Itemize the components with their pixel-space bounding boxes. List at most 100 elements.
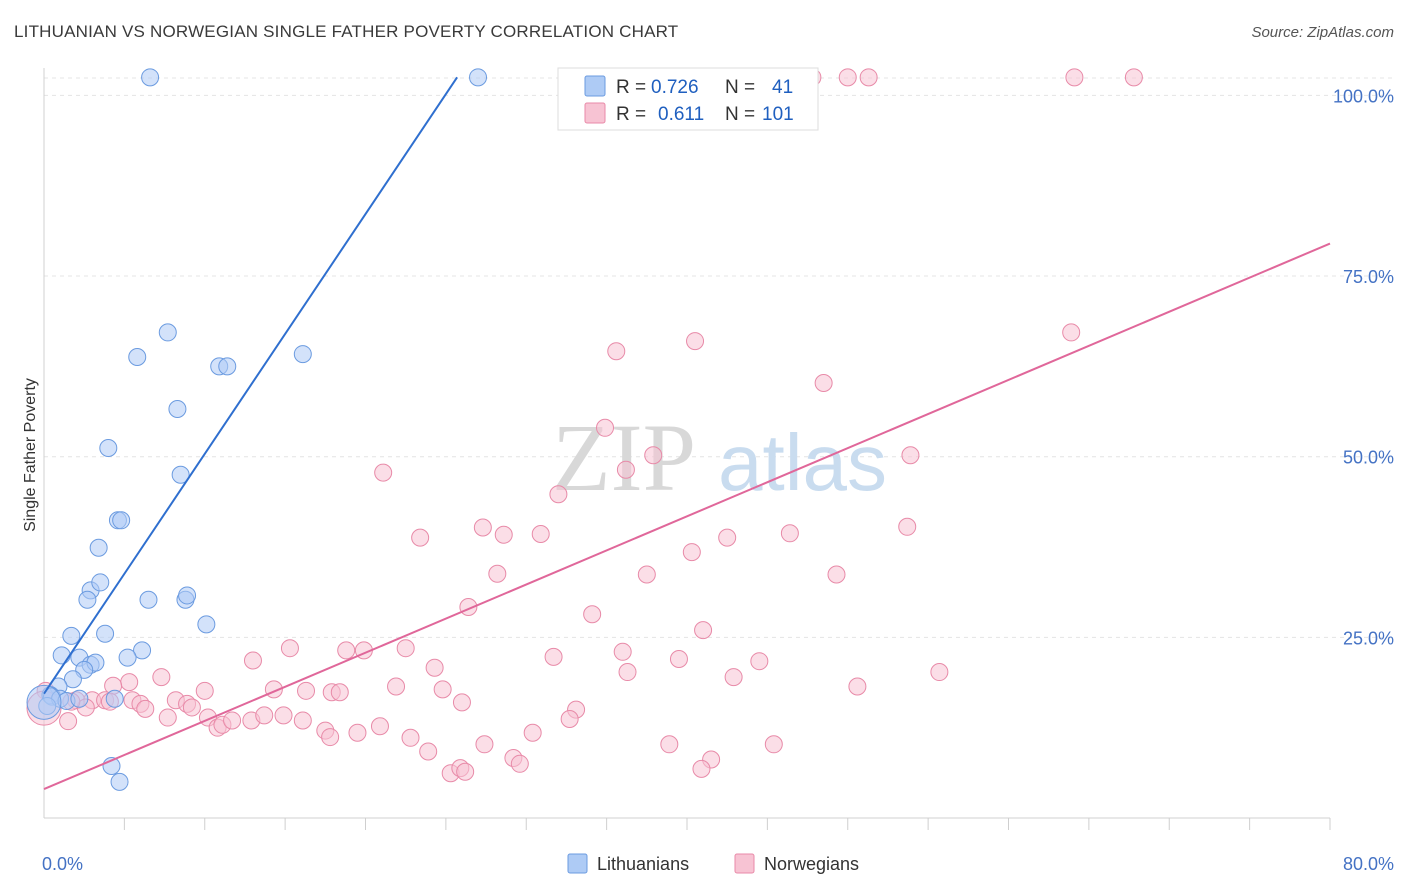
data-point-norwegians [692, 759, 711, 778]
data-point-norwegians [488, 564, 507, 583]
data-point-lithuanians [158, 323, 177, 342]
data-point-norwegians [456, 762, 475, 781]
data-point-norwegians [637, 565, 656, 584]
data-point-lithuanians [52, 646, 71, 665]
data-point-norwegians [780, 524, 799, 543]
data-point-lithuanians [91, 573, 110, 592]
data-point-norwegians [337, 641, 356, 660]
data-point-norwegians [152, 668, 171, 687]
data-point-norwegians [686, 332, 705, 351]
data-point-norwegians [560, 710, 579, 729]
data-point-norwegians [549, 485, 568, 504]
legend-swatch-norwegians [584, 102, 606, 124]
data-point-norwegians [682, 543, 701, 562]
data-point-norwegians [59, 712, 78, 731]
data-point-lithuanians [99, 439, 118, 458]
data-point-norwegians [1062, 323, 1081, 342]
data-point-norwegians [544, 647, 563, 666]
data-point-norwegians [616, 460, 635, 479]
data-point-lithuanians [293, 345, 312, 364]
data-point-norwegians [930, 663, 949, 682]
data-point-norwegians [136, 699, 155, 718]
y-tick-label: 100.0% [1333, 86, 1394, 106]
series-legend-label-lithuanians[interactable]: Lithuanians [597, 854, 689, 874]
data-point-norwegians [374, 463, 393, 482]
data-point-lithuanians [70, 689, 89, 708]
data-point-norwegians [660, 735, 679, 754]
data-point-norwegians [510, 754, 529, 773]
data-point-lithuanians [118, 648, 137, 667]
data-point-norwegians [243, 651, 262, 670]
data-point-lithuanians [112, 511, 131, 530]
data-point-norwegians [425, 658, 444, 677]
data-point-norwegians [859, 68, 878, 87]
legend-r-value-norwegians: 0.611 [658, 104, 704, 125]
data-point-lithuanians [96, 624, 115, 643]
data-point-norwegians [255, 706, 274, 725]
data-point-lithuanians [133, 641, 152, 660]
legend-r-value-lithuanians: 0.726 [651, 77, 699, 98]
stats-legend: R = 0.726 N = 41 R = 0.611 N = 101 [557, 67, 819, 131]
y-tick-label: 75.0% [1343, 267, 1394, 287]
data-point-norwegians [848, 677, 867, 696]
data-point-norwegians [158, 708, 177, 727]
data-point-lithuanians [469, 68, 488, 87]
data-point-norwegians [814, 373, 833, 392]
data-point-lithuanians [218, 357, 237, 376]
data-point-norwegians [452, 693, 471, 712]
data-point-norwegians [401, 728, 420, 747]
data-point-lithuanians [78, 590, 97, 609]
data-point-norwegians [321, 728, 340, 747]
data-point-norwegians [613, 642, 632, 661]
source-label: Source: ZipAtlas.com [1251, 24, 1394, 41]
series-legend-swatch-lithuanians[interactable] [567, 853, 588, 874]
series-legend: Lithuanians Norwegians [567, 853, 859, 874]
data-point-norwegians [473, 518, 492, 537]
legend-n-label-2: N = [725, 104, 755, 125]
series-legend-swatch-norwegians[interactable] [734, 853, 755, 874]
trend-line-norwegians [43, 242, 1331, 791]
data-point-norwegians [523, 723, 542, 742]
data-point-norwegians [433, 680, 452, 699]
data-point-norwegians [370, 717, 389, 736]
data-point-norwegians [120, 673, 139, 692]
svg-text:ZIP: ZIP [552, 404, 696, 511]
y-axis-label: Single Father Poverty [22, 378, 39, 532]
data-point-norwegians [182, 698, 201, 717]
chart-title: LITHUANIAN VS NORWEGIAN SINGLE FATHER PO… [14, 22, 679, 41]
data-point-lithuanians [62, 626, 81, 645]
data-point-norwegians [618, 663, 637, 682]
data-point-norwegians [901, 446, 920, 465]
x-tick-label-max: 80.0% [1343, 854, 1394, 874]
trend-line-lithuanians [43, 76, 458, 695]
x-ticks [123, 818, 1331, 830]
data-point-norwegians [669, 650, 688, 669]
gridlines [44, 77, 1392, 638]
data-point-norwegians [475, 735, 494, 754]
data-point-lithuanians [139, 590, 158, 609]
data-point-norwegians [195, 681, 214, 700]
trend-lines [43, 76, 1331, 791]
legend-n-value-lithuanians: 41 [772, 77, 793, 98]
y-tick-label: 25.0% [1343, 628, 1394, 648]
y-tick-label: 50.0% [1343, 448, 1394, 468]
y-tick-labels: 100.0% 75.0% 50.0% 25.0% [1333, 86, 1394, 648]
svg-text:atlas: atlas [718, 418, 887, 507]
data-point-norwegians [297, 681, 316, 700]
data-point-lithuanians [168, 400, 187, 419]
x-tick-label-min: 0.0% [42, 854, 83, 874]
data-point-norwegians [223, 711, 242, 730]
data-point-norwegians [838, 68, 857, 87]
data-point-norwegians [750, 652, 769, 671]
data-point-norwegians [330, 683, 349, 702]
data-point-norwegians [1065, 68, 1084, 87]
data-point-norwegians [396, 639, 415, 658]
data-point-lithuanians [105, 689, 124, 708]
data-point-norwegians [583, 605, 602, 624]
series-legend-label-norwegians[interactable]: Norwegians [764, 854, 859, 874]
data-point-lithuanians [141, 68, 160, 87]
data-point-norwegians [411, 528, 430, 547]
data-point-norwegians [718, 528, 737, 547]
data-point-lithuanians [197, 615, 216, 634]
